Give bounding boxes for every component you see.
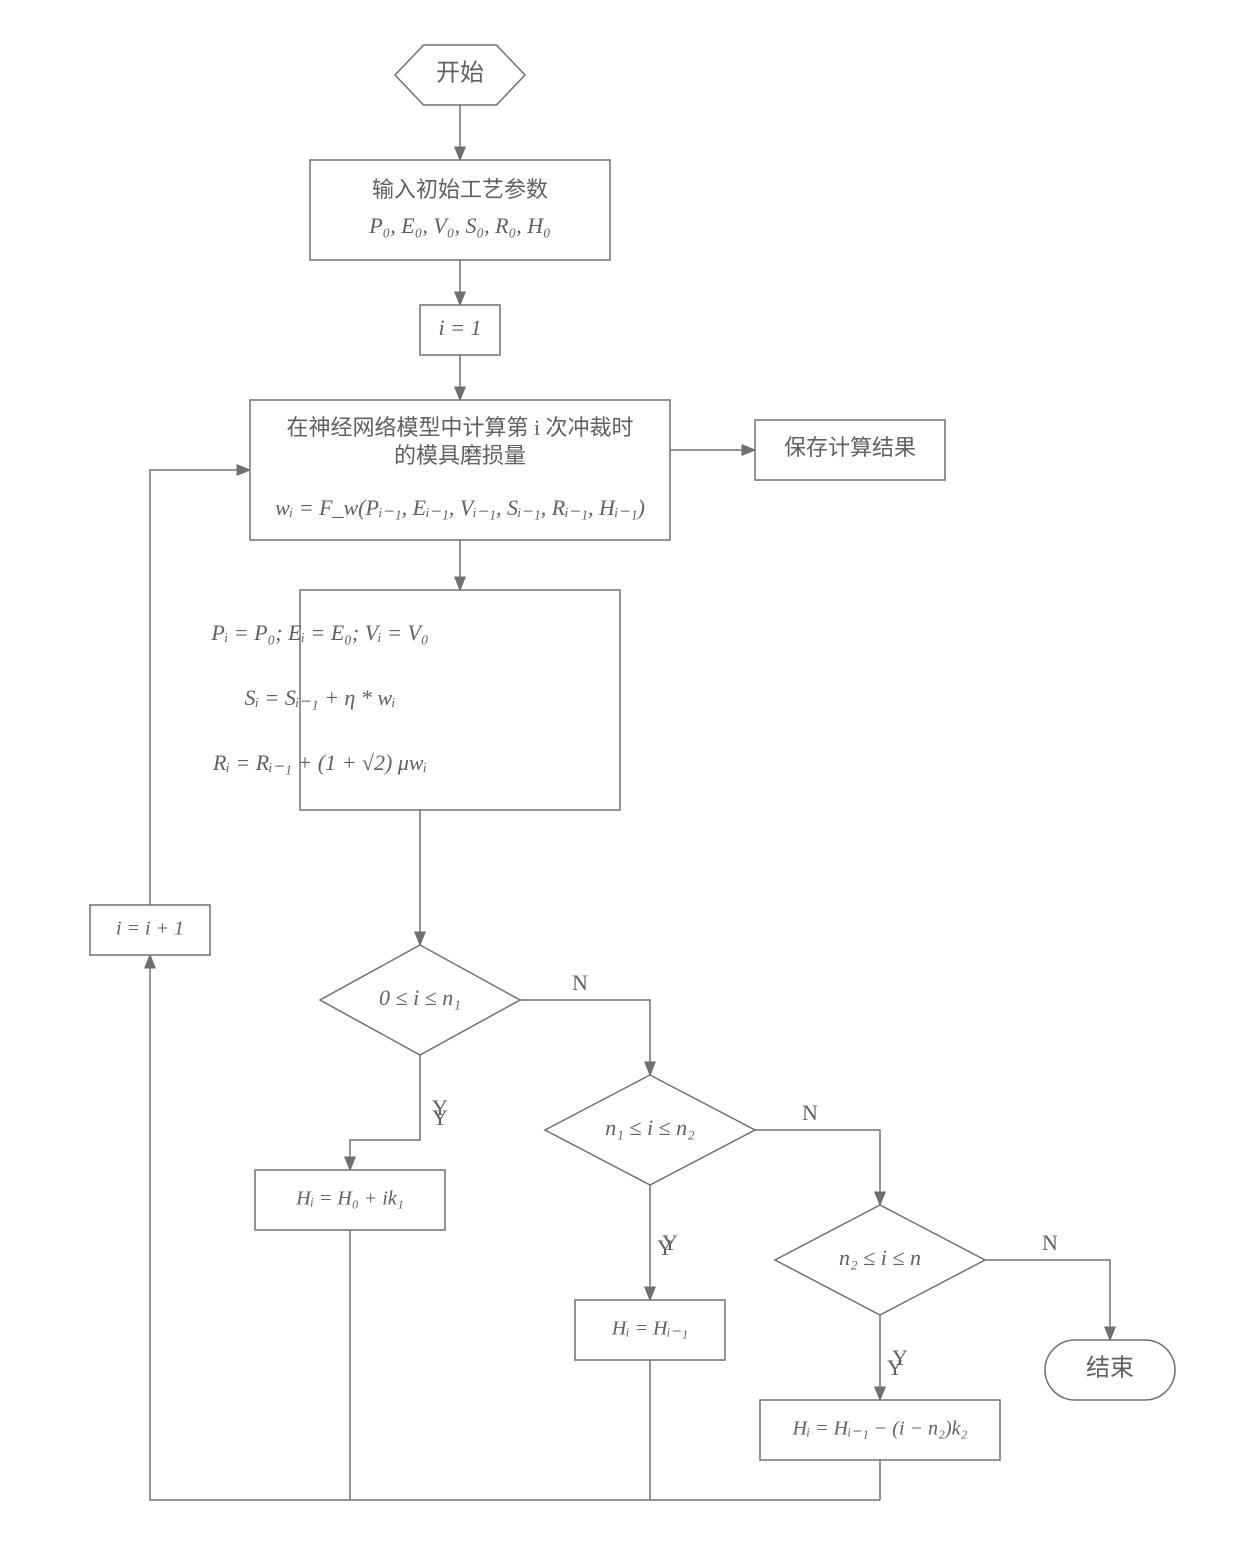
svg-text:输入初始工艺参数: 输入初始工艺参数: [372, 177, 548, 202]
node-end: 结束: [1045, 1340, 1175, 1400]
svg-text:N: N: [802, 1100, 818, 1125]
svg-text:n₂ ≤ i ≤ n: n₂ ≤ i ≤ n: [839, 1245, 921, 1270]
svg-text:Sᵢ = Sᵢ₋₁ + η * wᵢ: Sᵢ = Sᵢ₋₁ + η * wᵢ: [245, 685, 396, 710]
svg-text:Y: Y: [892, 1345, 908, 1370]
edge-dec1-h1: [350, 1055, 420, 1170]
svg-text:Hᵢ = Hᵢ₋₁: Hᵢ = Hᵢ₋₁: [611, 1318, 688, 1340]
node-h3: Hᵢ = Hᵢ₋₁ − (i − n₂)k₂: [760, 1400, 1000, 1460]
svg-text:Hᵢ = Hᵢ₋₁ − (i − n₂)k₂: Hᵢ = Hᵢ₋₁ − (i − n₂)k₂: [792, 1418, 968, 1440]
svg-text:Pᵢ = P₀; Eᵢ = E₀; Vᵢ = V₀: Pᵢ = P₀; Eᵢ = E₀; Vᵢ = V₀: [210, 620, 428, 645]
svg-text:0 ≤ i ≤ n₁: 0 ≤ i ≤ n₁: [379, 985, 461, 1010]
svg-text:结束: 结束: [1086, 1355, 1134, 1382]
node-nn: 在神经网络模型中计算第 i 次冲裁时的模具磨损量 wᵢ = F_w(Pᵢ₋₁, E…: [250, 400, 670, 540]
svg-text:Y: Y: [662, 1230, 678, 1255]
node-h2: Hᵢ = Hᵢ₋₁: [575, 1300, 725, 1360]
svg-text:wᵢ = F_w(Pᵢ₋₁, Eᵢ₋₁, Vᵢ₋₁, Sᵢ₋: wᵢ = F_w(Pᵢ₋₁, Eᵢ₋₁, Vᵢ₋₁, Sᵢ₋₁, Rᵢ₋₁, H…: [275, 495, 645, 520]
node-inc: i = i + 1: [90, 905, 210, 955]
edge-dec2-dec3: [755, 1130, 880, 1205]
flowchart-canvas: 开始输入初始工艺参数 P₀, E₀, V₀, S₀, R₀, H₀ i = 1 在神经…: [0, 0, 1240, 1549]
node-init: i = 1: [420, 305, 500, 355]
node-dec2: n₁ ≤ i ≤ n₂: [545, 1075, 755, 1185]
node-input: 输入初始工艺参数 P₀, E₀, V₀, S₀, R₀, H₀: [310, 160, 610, 260]
svg-text:N: N: [572, 970, 588, 995]
edge-dec1-dec2: [520, 1000, 650, 1075]
svg-text:Rᵢ = Rᵢ₋₁ + (1 + √2) μwᵢ: Rᵢ = Rᵢ₋₁ + (1 + √2) μwᵢ: [212, 750, 427, 775]
edge-inc-nn: [150, 470, 250, 905]
svg-text:i = i + 1: i = i + 1: [116, 918, 184, 940]
node-dec3: n₂ ≤ i ≤ n: [775, 1205, 985, 1315]
node-h1: Hᵢ = H₀ + ik₁: [255, 1170, 445, 1230]
svg-text:开始: 开始: [436, 60, 484, 87]
svg-text:i = 1: i = 1: [439, 315, 482, 340]
svg-text:在神经网络模型中计算第 i 次冲裁时: 在神经网络模型中计算第 i 次冲裁时: [286, 415, 633, 440]
node-update: Pᵢ = P₀; Eᵢ = E₀; Vᵢ = V₀ Sᵢ = Sᵢ₋₁ + η *…: [210, 590, 620, 810]
svg-text:保存计算结果: 保存计算结果: [784, 435, 916, 460]
svg-text:N: N: [1042, 1230, 1058, 1255]
svg-text:n₁ ≤ i ≤ n₂: n₁ ≤ i ≤ n₂: [605, 1115, 695, 1140]
svg-text:P₀, E₀, V₀, S₀, R₀, H₀: P₀, E₀, V₀, S₀, R₀, H₀: [368, 213, 551, 238]
node-start: 开始: [395, 45, 525, 105]
edge-dec3-end: [985, 1260, 1110, 1340]
node-dec1: 0 ≤ i ≤ n₁: [320, 945, 520, 1055]
svg-text:的模具磨损量: 的模具磨损量: [394, 443, 526, 468]
node-save: 保存计算结果: [755, 420, 945, 480]
svg-text:Y: Y: [432, 1095, 448, 1120]
svg-text:Hᵢ = H₀ + ik₁: Hᵢ = H₀ + ik₁: [295, 1188, 403, 1210]
